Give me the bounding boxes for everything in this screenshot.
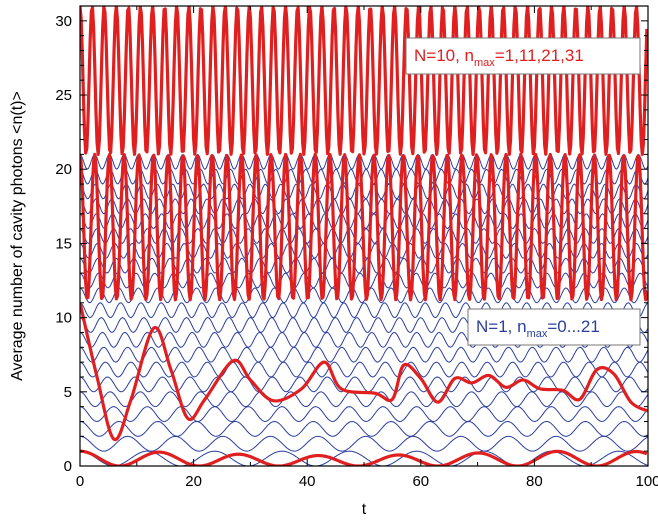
y-tick-label-25: 25 — [55, 87, 72, 104]
x-tick-label-40: 40 — [299, 473, 316, 490]
x-tick-label-20: 20 — [185, 473, 202, 490]
thin-series-nmax-3 — [80, 420, 648, 437]
legend-red-tail: =1,11,21,31 — [495, 46, 584, 65]
thin-series-nmax-8 — [80, 346, 648, 363]
thin-series-nmax-2 — [80, 435, 648, 452]
legend-red-label: N=10, nmax=1,11,21,31 — [414, 46, 584, 69]
x-axis-title: t — [362, 501, 367, 518]
thick-series-group — [80, 6, 648, 466]
x-tick-label-0: 0 — [76, 473, 84, 490]
legend-red-box — [405, 37, 641, 75]
tick-labels: 0 20 40 60 80 100 0 5 10 15 20 25 30 — [55, 13, 658, 490]
legend-red-main: N=10, n — [414, 46, 474, 65]
y-tick-label-30: 30 — [55, 13, 72, 30]
y-tick-label-0: 0 — [64, 458, 72, 475]
thin-series-nmax-4 — [80, 406, 648, 422]
y-tick-label-5: 5 — [64, 384, 72, 401]
y-tick-label-10: 10 — [55, 310, 72, 327]
thick-series-nmax-31 — [80, 6, 648, 156]
legend-blue-box — [467, 308, 641, 346]
legend-red: N=10, nmax=1,11,21,31 — [405, 37, 641, 75]
thin-series-nmax-6 — [80, 376, 648, 393]
axis-ticks — [79, 5, 649, 467]
legend-red-sub: max — [474, 57, 495, 69]
thin-series-nmax-21 — [80, 153, 648, 170]
thick-series-nmax-11 — [80, 302, 648, 441]
legend-blue-label: N=1, nmax=0...21 — [476, 317, 600, 340]
thick-series-nmax-21 — [80, 152, 648, 302]
y-tick-label-20: 20 — [55, 161, 72, 178]
x-tick-label-100: 100 — [635, 473, 658, 490]
legend-blue: N=1, nmax=0...21 — [467, 308, 641, 346]
legend-blue-main: N=1, n — [476, 317, 527, 336]
thin-series-nmax-7 — [80, 361, 648, 378]
x-tick-label-80: 80 — [526, 473, 543, 490]
legend-blue-tail: =0...21 — [547, 317, 599, 336]
y-axis-title: Average number of cavity photons <n(t)> — [9, 91, 26, 381]
y-tick-label-15: 15 — [55, 235, 72, 252]
thin-series-nmax-5 — [80, 391, 648, 408]
x-tick-label-60: 60 — [412, 473, 429, 490]
legend-blue-sub: max — [527, 328, 548, 340]
